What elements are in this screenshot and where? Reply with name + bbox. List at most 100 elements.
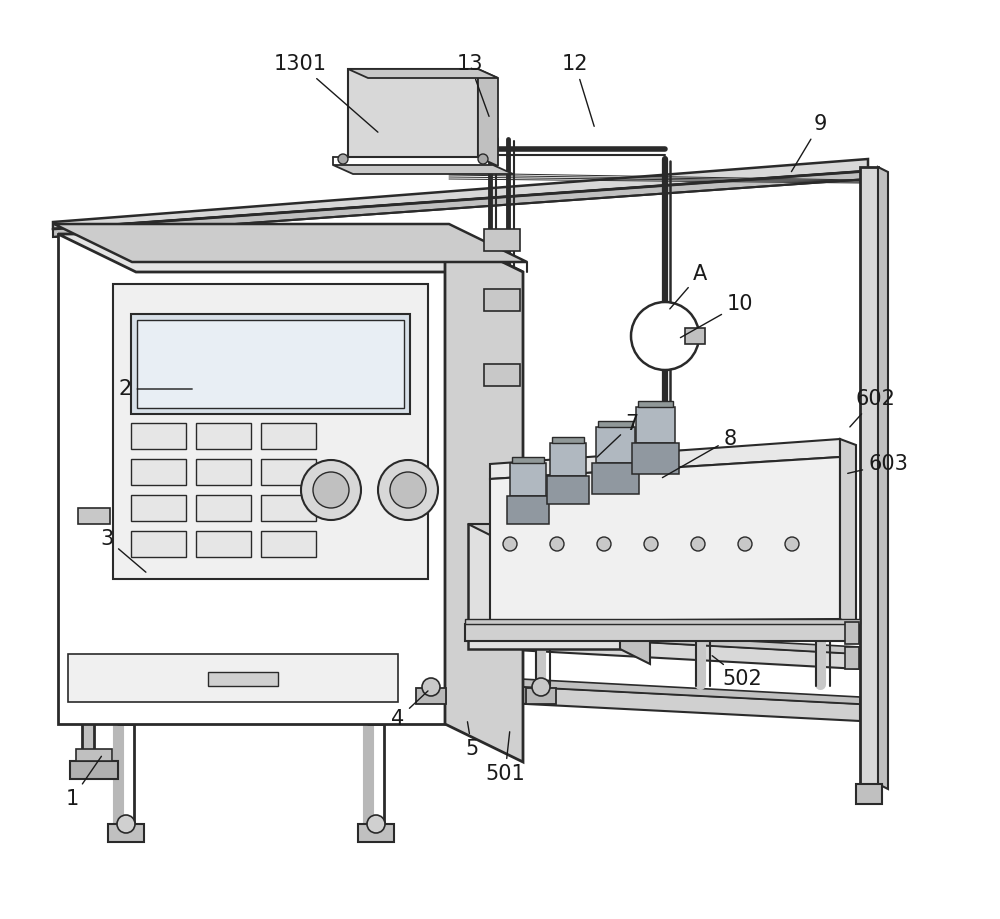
Polygon shape <box>348 69 478 157</box>
Text: 1301: 1301 <box>274 54 378 132</box>
Circle shape <box>390 472 426 508</box>
Polygon shape <box>370 621 860 654</box>
Polygon shape <box>638 401 673 407</box>
Polygon shape <box>370 671 860 704</box>
Polygon shape <box>636 407 675 443</box>
Circle shape <box>644 537 658 551</box>
Polygon shape <box>261 531 316 557</box>
Text: 12: 12 <box>562 54 594 126</box>
Polygon shape <box>592 463 639 494</box>
Polygon shape <box>196 423 251 449</box>
Text: 602: 602 <box>850 389 895 427</box>
Polygon shape <box>468 524 650 539</box>
Polygon shape <box>632 443 679 474</box>
Polygon shape <box>685 328 705 344</box>
Polygon shape <box>370 679 860 721</box>
Polygon shape <box>468 524 620 649</box>
Circle shape <box>378 460 438 520</box>
Circle shape <box>597 537 611 551</box>
Text: 13: 13 <box>457 54 489 117</box>
Polygon shape <box>484 289 520 311</box>
Text: 9: 9 <box>791 114 827 172</box>
Polygon shape <box>484 364 520 386</box>
Text: 603: 603 <box>848 454 908 474</box>
Polygon shape <box>333 165 513 174</box>
Polygon shape <box>552 437 584 443</box>
Polygon shape <box>856 784 882 804</box>
Text: 10: 10 <box>680 294 753 337</box>
Polygon shape <box>620 524 650 664</box>
Polygon shape <box>54 224 527 262</box>
Polygon shape <box>860 167 878 784</box>
Polygon shape <box>131 531 186 557</box>
Polygon shape <box>68 654 398 702</box>
Polygon shape <box>845 647 859 669</box>
Polygon shape <box>547 476 589 504</box>
Text: 7: 7 <box>597 414 639 457</box>
Text: 2: 2 <box>118 379 192 399</box>
Polygon shape <box>108 824 144 842</box>
Polygon shape <box>598 421 633 427</box>
Polygon shape <box>490 457 840 621</box>
Circle shape <box>117 815 135 833</box>
Polygon shape <box>416 688 446 704</box>
Polygon shape <box>131 314 410 414</box>
Text: 3: 3 <box>100 529 146 573</box>
Polygon shape <box>261 495 316 521</box>
Circle shape <box>478 154 488 164</box>
Polygon shape <box>512 457 544 463</box>
Polygon shape <box>878 167 888 789</box>
Polygon shape <box>261 459 316 485</box>
Polygon shape <box>507 496 549 524</box>
Polygon shape <box>358 824 394 842</box>
Polygon shape <box>53 159 868 229</box>
Polygon shape <box>196 459 251 485</box>
Circle shape <box>691 537 705 551</box>
Polygon shape <box>53 171 868 237</box>
Polygon shape <box>845 622 859 644</box>
Circle shape <box>503 537 517 551</box>
Circle shape <box>785 537 799 551</box>
Polygon shape <box>370 627 860 669</box>
Polygon shape <box>70 761 118 779</box>
Circle shape <box>313 472 349 508</box>
Polygon shape <box>510 463 546 496</box>
Circle shape <box>301 460 361 520</box>
Circle shape <box>738 537 752 551</box>
Polygon shape <box>208 672 278 686</box>
Polygon shape <box>526 688 556 704</box>
Polygon shape <box>840 439 856 627</box>
Polygon shape <box>465 624 860 641</box>
Polygon shape <box>76 749 112 761</box>
Text: 502: 502 <box>712 656 762 689</box>
Polygon shape <box>550 443 586 476</box>
Circle shape <box>550 537 564 551</box>
Text: 501: 501 <box>485 732 525 784</box>
Circle shape <box>338 154 348 164</box>
Polygon shape <box>131 495 186 521</box>
Polygon shape <box>348 69 498 78</box>
Polygon shape <box>58 234 445 724</box>
Polygon shape <box>78 508 110 524</box>
Circle shape <box>367 815 385 833</box>
Text: 8: 8 <box>662 429 737 478</box>
Polygon shape <box>113 284 428 579</box>
Text: A: A <box>670 264 707 309</box>
Text: 4: 4 <box>391 691 428 729</box>
Polygon shape <box>131 459 186 485</box>
Polygon shape <box>478 69 498 166</box>
Polygon shape <box>196 495 251 521</box>
Polygon shape <box>490 439 840 479</box>
Polygon shape <box>58 234 523 272</box>
Polygon shape <box>261 423 316 449</box>
Circle shape <box>532 678 550 696</box>
Polygon shape <box>484 229 520 251</box>
Polygon shape <box>465 619 860 624</box>
Polygon shape <box>137 320 404 408</box>
Polygon shape <box>196 531 251 557</box>
Polygon shape <box>596 427 635 463</box>
Text: 1: 1 <box>65 756 101 809</box>
Text: 5: 5 <box>465 721 479 759</box>
Circle shape <box>631 302 699 370</box>
Polygon shape <box>445 234 523 762</box>
